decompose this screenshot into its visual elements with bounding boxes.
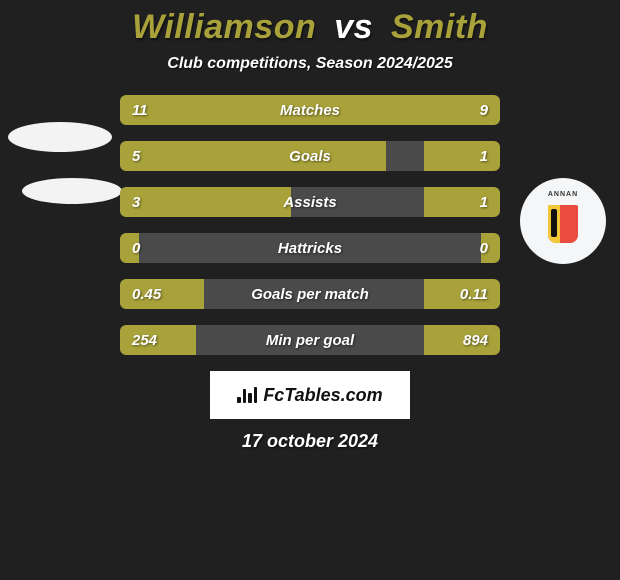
stat-row: 3Assists1 <box>120 187 500 217</box>
player1-name: Williamson <box>132 8 316 46</box>
stat-row: 11Matches9 <box>120 95 500 125</box>
bar-chart-icon <box>237 387 257 403</box>
stat-value-right: 1 <box>480 187 488 217</box>
club-badge-right-inner: ANNAN <box>527 185 599 257</box>
stat-label: Goals per match <box>120 279 500 309</box>
brand-label: FcTables.com <box>263 385 382 406</box>
stat-row: 0.45Goals per match0.11 <box>120 279 500 309</box>
stat-value-right: 0.11 <box>460 279 488 309</box>
club-badge-right: ANNAN <box>520 178 606 264</box>
vs-label: vs <box>334 8 373 46</box>
title: Williamson vs Smith <box>0 8 620 47</box>
stat-value-right: 0 <box>480 233 488 263</box>
stat-label: Goals <box>120 141 500 171</box>
stat-label: Matches <box>120 95 500 125</box>
date-label: 17 october 2024 <box>0 431 620 452</box>
club-badge-right-label: ANNAN <box>527 191 599 198</box>
shield-icon <box>548 205 578 243</box>
stat-row: 0Hattricks0 <box>120 233 500 263</box>
stat-row: 5Goals1 <box>120 141 500 171</box>
brand-banner: FcTables.com <box>210 371 410 419</box>
club-badge-left-2 <box>22 178 122 204</box>
stat-value-right: 1 <box>480 141 488 171</box>
stat-value-right: 894 <box>463 325 488 355</box>
club-badge-left-1 <box>8 122 112 152</box>
stat-label: Assists <box>120 187 500 217</box>
stat-label: Min per goal <box>120 325 500 355</box>
stat-value-right: 9 <box>480 95 488 125</box>
player2-name: Smith <box>391 8 488 46</box>
stat-label: Hattricks <box>120 233 500 263</box>
stat-row: 254Min per goal894 <box>120 325 500 355</box>
subtitle: Club competitions, Season 2024/2025 <box>0 55 620 73</box>
stat-rows: 11Matches95Goals13Assists10Hattricks00.4… <box>120 95 500 355</box>
comparison-card: Williamson vs Smith Club competitions, S… <box>0 0 620 580</box>
